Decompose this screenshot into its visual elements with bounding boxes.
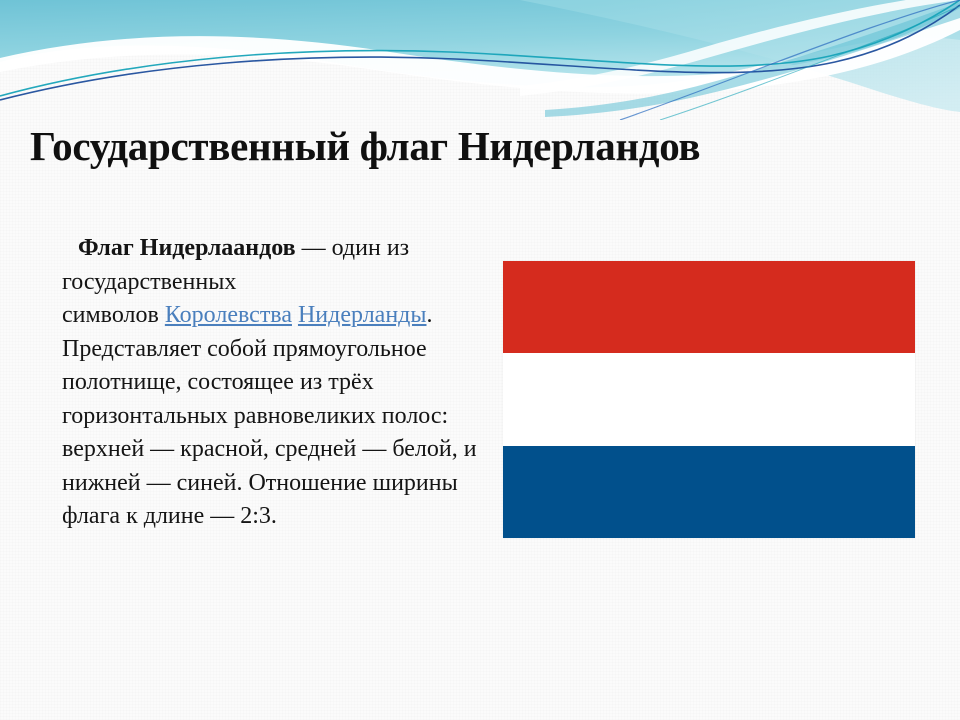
flag-stripe-blue	[503, 445, 915, 538]
link-koroleystva[interactable]: Королевства	[164, 302, 292, 328]
netherlands-flag-image	[503, 261, 915, 538]
flag-stripe-white	[503, 353, 915, 446]
body-text-segment-1: — один из государственных	[62, 235, 410, 295]
slide-body-text: Флаг Нидерлаандов — один из государствен…	[62, 232, 494, 534]
body-lead-term: Флаг Нидерлаандов	[78, 235, 296, 261]
header-wave-decoration	[0, 0, 960, 120]
link-niderlandy[interactable]: Нидерланды	[297, 302, 427, 328]
flag-stripe-red	[503, 261, 915, 354]
body-text-segment-2: символов	[62, 302, 165, 328]
body-text-segment-3: . Представляет собой прямоугольное полот…	[62, 302, 433, 395]
body-text-segment-4: горизонтальных равновеликих полос: верхн…	[62, 402, 477, 530]
slide-title: Государственный флаг Нидерландов	[30, 123, 701, 170]
